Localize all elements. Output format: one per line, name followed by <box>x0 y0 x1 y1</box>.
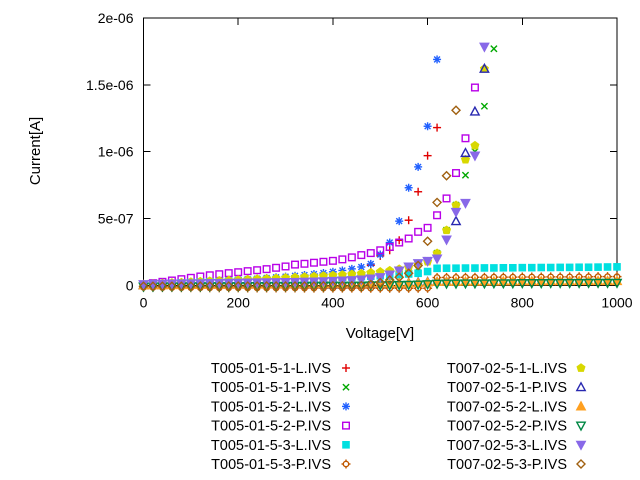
legend-entry: T007-02-5-2-P.IVS <box>447 419 587 435</box>
y-tick-label: 5e-07 <box>98 210 134 226</box>
series-T005-01-5-1-P.IVS <box>139 45 498 289</box>
legend-label: T007-02-5-3-L.IVS <box>447 438 567 454</box>
x-tick-label: 1000 <box>601 294 632 310</box>
plot-border <box>143 17 618 286</box>
legend-entry: T005-01-5-1-P.IVS <box>211 380 350 396</box>
legend-entry: T005-01-5-3-L.IVS <box>211 438 350 454</box>
legend-entry: T005-01-5-2-P.IVS <box>211 419 351 435</box>
legend-entry: T007-02-5-2-L.IVS <box>447 399 587 415</box>
x-tick-label: 0 <box>140 294 148 310</box>
legend-label: T005-01-5-1-P.IVS <box>211 380 331 396</box>
legend-label: T005-01-5-1-L.IVS <box>211 361 331 377</box>
y-tick-label: 1.5e-06 <box>86 77 134 93</box>
legend-entry: T007-02-5-1-L.IVS <box>447 361 586 377</box>
legend-label: T005-01-5-3-P.IVS <box>211 457 331 473</box>
legend-entry: T007-02-5-3-L.IVS <box>447 438 587 454</box>
axis-ticks <box>143 17 618 286</box>
x-tick-label: 800 <box>511 294 535 310</box>
legend-label: T007-02-5-3-P.IVS <box>447 457 567 473</box>
legend-label: T007-02-5-2-P.IVS <box>447 419 567 435</box>
x-axis-label: Voltage[V] <box>346 325 414 342</box>
legend-entry: T005-01-5-2-L.IVS <box>211 399 350 415</box>
series-T007-02-5-3-P.IVS <box>138 105 461 292</box>
legend-label: T007-02-5-1-L.IVS <box>447 361 567 377</box>
generated-plot-content: 0 200 400 600 800 1000 0 5e-07 1e-06 1.5e-06 2e-06… <box>86 10 633 473</box>
legend-label: T007-02-5-1-P.IVS <box>447 380 567 396</box>
legend-entry: T007-02-5-1-P.IVS <box>447 380 587 396</box>
legend-entry: T005-01-5-3-P.IVS <box>211 457 351 473</box>
legend-label: T005-01-5-2-P.IVS <box>211 419 331 435</box>
series-T007-02-5-3-L.IVS <box>138 42 490 291</box>
legend-label: T005-01-5-3-L.IVS <box>211 438 331 454</box>
x-tick-label: 200 <box>227 294 251 310</box>
legend-entry: T007-02-5-3-P.IVS <box>447 457 586 473</box>
y-tick-label: 1e-06 <box>98 144 134 160</box>
series-T005-01-5-1-L.IVS <box>139 123 442 290</box>
x-tick-label: 600 <box>416 294 440 310</box>
series-T007-02-5-1-L.IVS <box>138 64 489 289</box>
series-T005-01-5-2-L.IVS <box>139 55 442 290</box>
y-axis-label: Current[A] <box>27 117 44 185</box>
legend-entry: T005-01-5-1-L.IVS <box>211 361 350 377</box>
legend-label: T005-01-5-2-L.IVS <box>211 399 331 415</box>
x-tick-label: 400 <box>321 294 345 310</box>
legend-label: T007-02-5-2-L.IVS <box>447 399 567 415</box>
y-tick-label: 2e-06 <box>98 10 134 26</box>
legend: T005-01-5-1-L.IVS T005-01-5-1-P.IVS T005-0… <box>211 361 587 473</box>
y-tick-label: 0 <box>126 277 134 293</box>
